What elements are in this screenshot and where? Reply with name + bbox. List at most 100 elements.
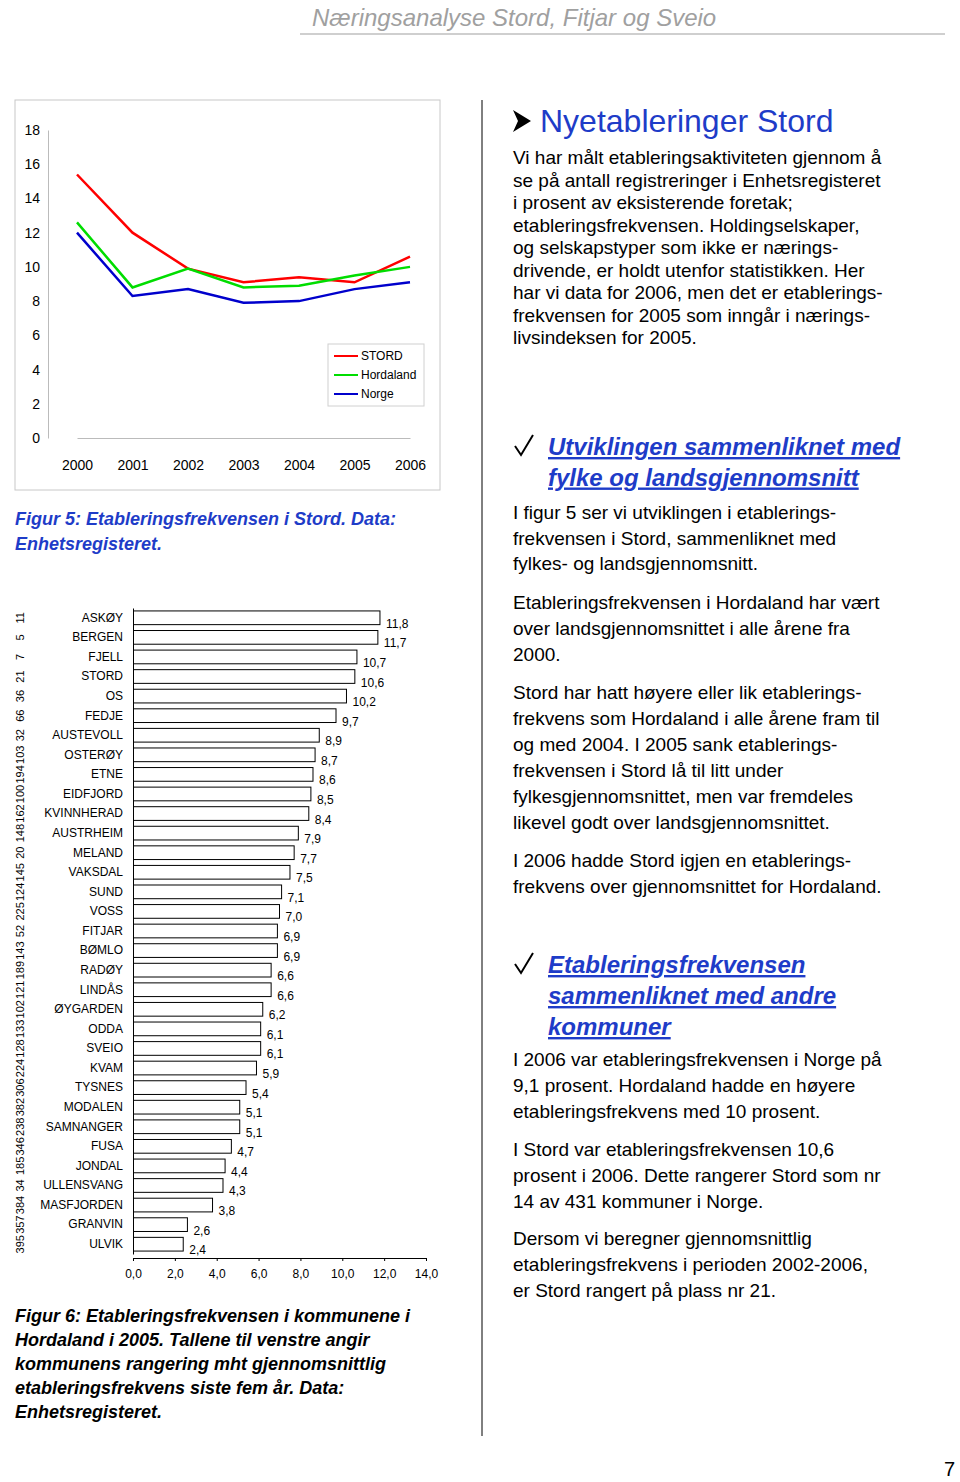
tick: KVAM — [90, 1061, 133, 1075]
tick-label: VAKSDAL — [69, 865, 124, 879]
tick-label: VOSS — [90, 904, 123, 918]
text-line: Etableringsfrekvensen i Hordaland har væ… — [513, 592, 880, 613]
tick-label: 2001 — [117, 457, 148, 473]
bar — [133, 1100, 240, 1114]
page: Næringsanalyse Stord, Fitjar og Sveio024… — [0, 0, 960, 1482]
rank-label: 133 — [14, 1020, 26, 1038]
rank-label: 32 — [14, 729, 26, 741]
tick: FJELL — [88, 650, 133, 664]
bar — [133, 1002, 263, 1016]
rank-label: 7 — [14, 654, 26, 660]
data-label: 11,7 — [384, 636, 407, 650]
tick-label: BERGEN — [72, 630, 123, 644]
legend-swatch — [334, 374, 358, 376]
rank-label: 225 — [14, 902, 26, 920]
rank-label: 36 — [14, 690, 26, 702]
rank-label: 306 — [14, 1078, 26, 1096]
tick-label: 14 — [24, 190, 40, 206]
tick-label: 16 — [24, 156, 40, 172]
rank-label: 145 — [14, 863, 26, 881]
bar — [133, 1159, 225, 1173]
tick: SUND — [89, 885, 133, 899]
series-line — [77, 174, 410, 282]
tick-label: 0 — [32, 430, 40, 446]
bar — [133, 924, 277, 938]
rank-label: 34 — [14, 1179, 26, 1191]
data-label: 2,4 — [189, 1243, 206, 1257]
tick-mark — [133, 1258, 134, 1261]
text-line: I 2006 var etableringsfrekvensen i Norge… — [513, 1049, 882, 1070]
bar — [133, 787, 311, 801]
tick: 14 — [24, 190, 48, 206]
tick: 10,0 — [331, 1258, 355, 1281]
text-line: og med 2004. I 2005 sank etablerings- — [513, 734, 837, 755]
tick-label: SVEIO — [86, 1041, 123, 1055]
subheading-line: sammenliknet med andre — [548, 982, 836, 1009]
caption-line: Figur 5: Etableringsfrekvensen i Stord. … — [15, 509, 396, 529]
tick: 18 — [24, 122, 48, 138]
data-label: 6,2 — [269, 1008, 286, 1022]
subheading: Utviklingen sammenliknet medfylke og lan… — [515, 433, 901, 491]
rank-label: 121 — [14, 981, 26, 999]
text-line: 2000. — [513, 644, 561, 665]
data-label: 9,7 — [342, 715, 359, 729]
bar — [133, 1022, 261, 1036]
tick-label: 12,0 — [373, 1267, 397, 1281]
data-label: 8,6 — [319, 773, 336, 787]
data-label: 7,5 — [296, 871, 313, 885]
tick-label: 2,0 — [167, 1267, 184, 1281]
subheading-line: fylke og landsgjennomsnitt — [548, 464, 860, 491]
caption-line: etableringsfrekvens siste fem år. Data: — [15, 1378, 344, 1398]
tick-label: 4 — [32, 362, 40, 378]
bar — [133, 709, 336, 723]
bar — [133, 865, 290, 879]
bar — [133, 631, 378, 645]
data-label: 7,9 — [304, 832, 321, 846]
bar — [133, 650, 357, 664]
value-axis: 0,02,04,06,08,010,012,014,0 — [125, 1258, 438, 1281]
text-line: frekvensen i Stord, sammenliknet med — [513, 528, 836, 549]
tick-label: 2004 — [284, 457, 315, 473]
data-label: 10,7 — [363, 656, 387, 670]
text-line: likevel godt over landsgjennomsnittet. — [513, 812, 830, 833]
tick-label: AUSTEVOLL — [52, 728, 123, 742]
axis-line — [48, 131, 49, 439]
data-label: 7,7 — [300, 852, 317, 866]
tick: 2000 — [62, 438, 93, 473]
legend-label: STORD — [361, 349, 403, 363]
text-line: frekvensen for 2005 som inngår i nærings… — [513, 305, 870, 326]
caption-line: Enhetsregisteret. — [15, 534, 162, 554]
tick: RADØY — [80, 963, 133, 977]
tick: VAKSDAL — [69, 865, 133, 879]
tick: 8 — [32, 293, 48, 309]
subheading-line: Etableringsfrekvensen — [548, 951, 805, 978]
tick-label: 6 — [32, 327, 40, 343]
tick-mark — [175, 1258, 176, 1261]
text-line: 14 av 431 kommuner i Norge. — [513, 1191, 763, 1212]
text-line: livsindeksen for 2005. — [513, 327, 697, 348]
tick-label: STORD — [81, 669, 123, 683]
tick-label: 10 — [24, 259, 40, 275]
bar — [133, 1120, 240, 1134]
x-axis: 2000200120022003200420052006 — [62, 438, 426, 473]
rank-label: 66 — [14, 710, 26, 722]
rank-label: 52 — [14, 925, 26, 937]
tick: OS — [106, 689, 133, 703]
bar — [133, 1061, 256, 1075]
rank-label: 224 — [14, 1059, 26, 1077]
rank-label: 357 — [14, 1215, 26, 1233]
legend-swatch — [334, 393, 358, 395]
plot-area — [133, 611, 380, 1251]
tick-label: 8 — [32, 293, 40, 309]
tick: FUSA — [91, 1139, 133, 1153]
tick-label: AUSTRHEIM — [52, 826, 123, 840]
tick: SVEIO — [86, 1041, 133, 1055]
bar — [133, 983, 271, 997]
caption-line: Hordaland i 2005. Tallene til venstre an… — [15, 1330, 370, 1350]
tick-label: FJELL — [88, 650, 123, 664]
tick-label: ØYGARDEN — [54, 1002, 123, 1016]
data-label: 4,4 — [231, 1165, 248, 1179]
data-label: 10,6 — [361, 676, 385, 690]
page-number: 7 — [944, 1458, 955, 1480]
caption-line: Figur 6: Etableringsfrekvensen i kommune… — [15, 1306, 411, 1326]
